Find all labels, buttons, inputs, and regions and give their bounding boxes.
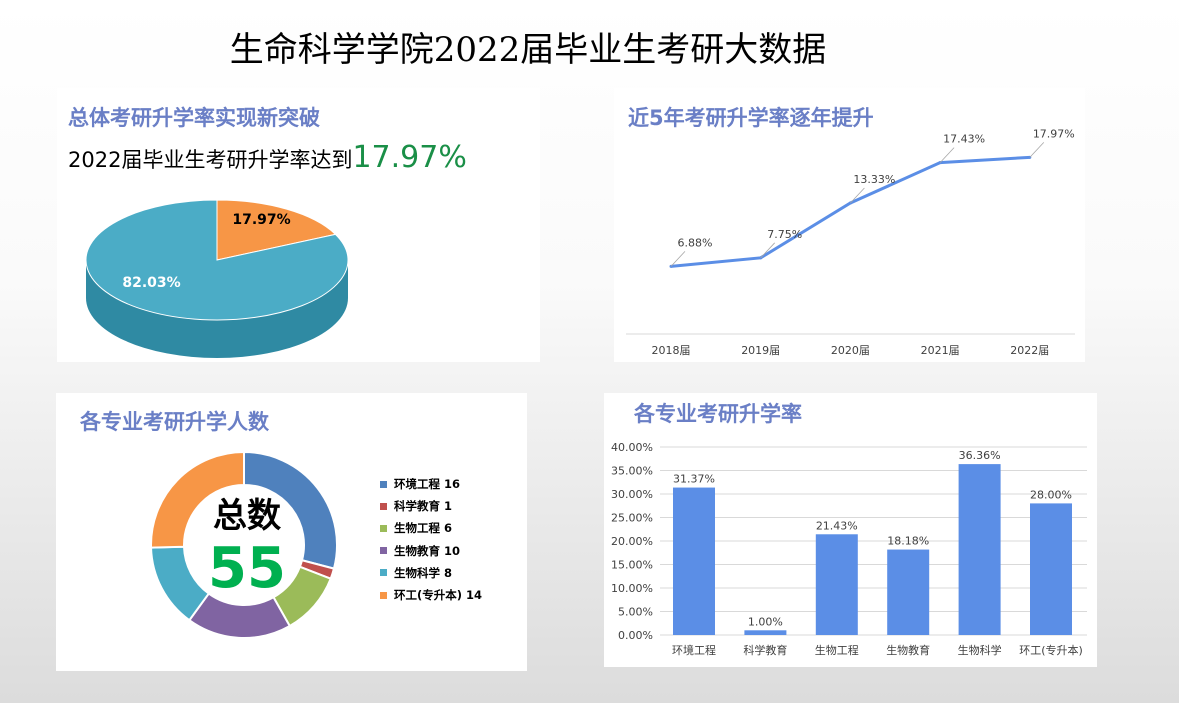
- trend-data-label: 13.33%: [853, 173, 895, 186]
- x-tick-label: 2020届: [831, 344, 870, 357]
- leader-line: [850, 187, 865, 204]
- legend-label: 环境工程 16: [394, 477, 461, 492]
- leader-line: [760, 242, 775, 259]
- y-tick-label: 10.00%: [611, 582, 653, 595]
- x-tick-label: 生物工程: [815, 643, 859, 657]
- subtitle-text: 2022届毕业生考研升学率达到: [68, 148, 353, 172]
- leader-line: [670, 251, 686, 267]
- y-tick-label: 30.00%: [611, 488, 653, 501]
- bar: [1030, 503, 1072, 635]
- y-tick-label: 20.00%: [611, 535, 653, 548]
- bar-data-label: 1.00%: [748, 615, 783, 628]
- bar: [673, 487, 715, 635]
- y-tick-label: 5.00%: [618, 606, 653, 619]
- donut-center-label: 总数: [213, 496, 281, 536]
- bar-data-label: 31.37%: [673, 473, 715, 486]
- rates-title: 各专业考研升学率: [634, 402, 802, 426]
- legend-swatch: [380, 547, 387, 555]
- trend-line: [670, 155, 1030, 268]
- y-tick-label: 25.00%: [611, 512, 653, 525]
- bar: [958, 464, 1001, 635]
- x-tick-label: 生物科学: [958, 643, 1002, 657]
- y-tick-label: 40.00%: [611, 441, 653, 454]
- bar-data-label: 18.18%: [887, 535, 929, 548]
- leader-line: [939, 147, 955, 163]
- highlight-rate: 17.97%: [352, 140, 467, 175]
- x-tick-label: 环境工程: [672, 643, 716, 657]
- leader-line: [1029, 142, 1045, 158]
- bar-data-label: 21.43%: [816, 519, 858, 532]
- pie-label: 82.03%: [122, 275, 180, 291]
- trend-data-label: 17.43%: [943, 133, 985, 146]
- x-tick-label: 2019届: [741, 344, 780, 357]
- bar-data-label: 28.00%: [1030, 488, 1072, 501]
- legend-item: 科学教育 1: [380, 495, 482, 517]
- legend-swatch: [380, 524, 387, 532]
- trend-data-label: 7.75%: [767, 228, 802, 241]
- legend-label: 环工(专升本) 14: [394, 588, 483, 603]
- donut-slice: [150, 450, 245, 549]
- legend-label: 科学教育 1: [394, 499, 453, 514]
- legend-swatch: [380, 569, 387, 577]
- bar: [815, 534, 858, 635]
- pie-slice: [85, 199, 349, 321]
- x-tick-label: 2018届: [652, 344, 691, 357]
- donut-slice: [243, 450, 338, 570]
- page-title: 生命科学学院2022届毕业生考研大数据: [229, 30, 827, 70]
- trend-title: 近5年考研升学率逐年提升: [628, 106, 874, 130]
- legend-item: 环工(专升本) 14: [380, 584, 482, 606]
- legend-label: 生物教育 10: [394, 543, 461, 558]
- bar: [887, 549, 930, 635]
- legend-label: 生物科学 8: [394, 565, 453, 580]
- legend-item: 环境工程 16: [380, 473, 482, 495]
- y-tick-label: 0.00%: [618, 629, 653, 642]
- y-tick-label: 35.00%: [611, 465, 653, 478]
- legend-swatch: [380, 480, 387, 488]
- x-tick-label: 环工(专升本): [1019, 643, 1083, 657]
- x-tick-label: 科学教育: [743, 643, 787, 657]
- legend-item: 生物工程 6: [380, 517, 482, 539]
- legend-item: 生物科学 8: [380, 562, 482, 584]
- x-tick-label: 生物教育: [886, 643, 930, 657]
- legend-item: 生物教育 10: [380, 540, 482, 562]
- overall-subtitle: 2022届毕业生考研升学率达到17.97%: [68, 140, 467, 175]
- bar-data-label: 36.36%: [959, 449, 1001, 462]
- pie-slice: [216, 199, 337, 261]
- x-tick-label: 2022届: [1010, 344, 1049, 357]
- donut-legend: 环境工程 16 科学教育 1 生物工程 6 生物教育 10 生物科学 8 环工(专升本) …: [380, 473, 482, 606]
- trend-panel: [614, 88, 1085, 362]
- counts-title: 各专业考研升学人数: [80, 410, 269, 434]
- pie-label: 17.97%: [232, 212, 290, 228]
- trend-data-label: 6.88%: [678, 236, 713, 249]
- y-tick-label: 15.00%: [611, 559, 653, 572]
- trend-data-label: 17.97%: [1033, 127, 1075, 140]
- x-tick-label: 2021届: [921, 344, 960, 357]
- legend-swatch: [380, 591, 387, 599]
- overall-title: 总体考研升学率实现新突破: [68, 106, 320, 130]
- donut-center-value: 55: [208, 536, 286, 601]
- bar: [744, 630, 787, 635]
- legend-label: 生物工程 6: [394, 521, 453, 536]
- legend-swatch: [380, 502, 387, 510]
